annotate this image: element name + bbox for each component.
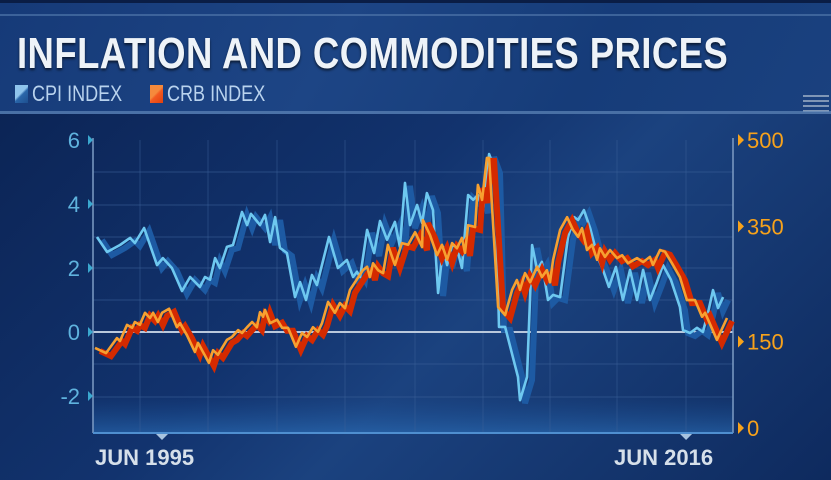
left-tick-marker-icon [88, 135, 93, 145]
crb-swatch-icon [150, 85, 164, 103]
left-tick-marker-icon [88, 199, 93, 209]
right-tick-marker-icon [738, 422, 744, 434]
series-layer [94, 152, 735, 405]
x-axis-ticks: JUN 1995 JUN 2016 [95, 434, 713, 470]
right-tick-label: 350 [747, 214, 784, 239]
right-tick-label: 150 [747, 330, 784, 355]
legend-label-cpi: CPI INDEX [32, 81, 123, 106]
cpi-swatch-icon [15, 85, 28, 103]
left-tick-marker-icon [88, 263, 93, 273]
left-tick-label: 6 [68, 128, 80, 153]
plot-floor-glow [93, 395, 733, 433]
right-tick-marker-icon [738, 134, 744, 146]
crb-shadow-ribbon [98, 157, 735, 374]
legend-label-crb: CRB INDEX [167, 81, 266, 106]
right-axis-ticks: 500 350 150 0 [738, 128, 784, 441]
left-tick-label: 4 [68, 192, 80, 217]
chart-title: INFLATION AND COMMODITIES PRICES [17, 29, 729, 78]
legend-item-crb: CRB INDEX [150, 81, 287, 107]
crb-line [94, 156, 729, 365]
title-banner: INFLATION AND COMMODITIES PRICES CPI IND… [0, 0, 831, 114]
left-tick-label: 2 [68, 256, 80, 281]
left-tick-label: -2 [60, 384, 80, 409]
legend: CPI INDEX CRB INDEX [15, 81, 295, 107]
x-tick-marker-icon [156, 434, 168, 440]
left-tick-marker-icon [88, 327, 93, 337]
x-tick-label: JUN 1995 [95, 445, 194, 470]
x-tick-label: JUN 2016 [614, 445, 713, 470]
x-tick-marker-icon [680, 434, 693, 440]
left-tick-label: 0 [68, 320, 80, 345]
left-axis-ticks: 6 4 2 0 -2 [60, 128, 93, 409]
legend-item-cpi: CPI INDEX [15, 81, 142, 107]
right-tick-label: 500 [747, 128, 784, 153]
left-tick-marker-icon [88, 391, 93, 401]
right-tick-marker-icon [738, 335, 744, 348]
right-tick-marker-icon [738, 220, 744, 233]
right-tick-label: 0 [747, 416, 759, 441]
